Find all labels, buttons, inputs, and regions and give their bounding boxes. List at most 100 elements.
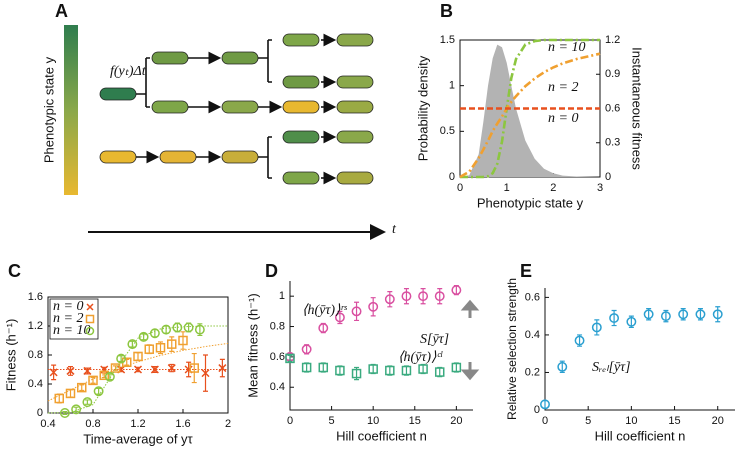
cell	[99, 87, 137, 101]
annotation: Sᵣₑₗ[ȳτ]	[592, 360, 631, 375]
y-tick-label: 1.6	[28, 291, 43, 303]
error-bar	[370, 297, 376, 317]
panel-label: A	[55, 1, 68, 21]
y-tick-label: 0	[37, 407, 43, 419]
cell	[336, 130, 374, 144]
y-tick-label: 1	[449, 80, 455, 92]
error-bar	[594, 319, 600, 336]
marker	[49, 368, 58, 377]
marker	[59, 408, 70, 418]
series-label: n = 0	[548, 111, 578, 126]
y-axis-label: Fitness (h⁻¹)	[3, 319, 18, 392]
y-tick-label: 0.5	[440, 125, 455, 137]
x-tick-label: 20	[712, 415, 724, 427]
marker	[161, 324, 172, 335]
panel-label: E	[520, 261, 532, 281]
marker	[104, 371, 115, 382]
marker	[301, 362, 312, 373]
marker	[540, 399, 550, 410]
x-tick-label: 15	[668, 415, 680, 427]
error-bar	[191, 352, 197, 384]
panel-label: B	[440, 1, 453, 21]
lineage-tree	[99, 33, 374, 185]
cell	[282, 75, 320, 89]
error-bar	[146, 344, 152, 355]
marker	[285, 353, 295, 364]
error-bar	[611, 309, 617, 327]
marker	[384, 294, 395, 305]
error-bar	[152, 329, 158, 338]
x-tick-label: 0.8	[85, 418, 100, 430]
panel-label: D	[265, 261, 278, 281]
marker	[351, 368, 362, 379]
cell	[151, 100, 189, 114]
fitness-line	[459, 52, 601, 179]
y-tick-label: 0.8	[270, 320, 285, 332]
error-bar	[56, 393, 62, 404]
cell	[221, 100, 259, 114]
branch	[258, 39, 272, 83]
series-label: n = 10	[548, 40, 585, 55]
y-tick-label: 0.4	[28, 378, 43, 390]
error-bar	[287, 354, 293, 363]
marker	[167, 364, 176, 373]
x-tick-label: 20	[450, 415, 462, 427]
error-bar	[84, 399, 90, 405]
x-tick-label: 1.2	[130, 418, 145, 430]
error-bar	[141, 333, 147, 341]
error-bar	[437, 287, 443, 305]
x-tick-label: 2	[550, 182, 556, 194]
series-label: ⟨h(ȳτ)⟩ᶜˡ	[398, 350, 443, 365]
marker	[368, 364, 378, 374]
x-axis-label: Time-average of yτ	[83, 431, 193, 446]
error-bar	[420, 363, 426, 375]
marker	[167, 339, 177, 349]
error-bar	[437, 366, 443, 378]
y-tick-label: 1.2	[28, 320, 43, 332]
y-tick-label: 1.5	[440, 34, 455, 46]
cell	[159, 150, 197, 164]
legend-label: n = 0	[53, 299, 83, 314]
marker	[110, 363, 121, 373]
y2-axis-label: Instantaneous fitness	[630, 47, 645, 170]
x-tick-label: 10	[367, 415, 379, 427]
legend-marker	[86, 303, 94, 311]
cell	[336, 33, 374, 47]
marker	[318, 362, 329, 373]
marker	[334, 312, 345, 323]
x-tick-label: 5	[585, 415, 591, 427]
error-bar	[320, 362, 326, 373]
legend-label: n = 10	[53, 323, 90, 338]
phenotype-gradient	[64, 25, 78, 195]
cell	[99, 150, 137, 164]
error-bar	[73, 406, 79, 413]
x-tick-label: 5	[329, 415, 335, 427]
legend-box	[49, 298, 99, 340]
error-bar	[107, 373, 113, 381]
error-bar	[163, 325, 169, 334]
legend-marker	[85, 326, 95, 336]
marker	[385, 365, 395, 376]
marker	[99, 370, 109, 381]
y-axis-label: Relative selection strength	[505, 278, 519, 420]
cell	[282, 130, 320, 144]
panel-label: C	[8, 261, 21, 281]
fitness-line	[460, 38, 600, 179]
marker	[82, 397, 93, 408]
y2-tick-label: 0.6	[605, 102, 620, 114]
y-tick-label: 0.8	[28, 349, 43, 361]
cell	[282, 100, 320, 114]
y-tick-label: 0	[534, 404, 540, 416]
y2-tick-label: 0	[605, 171, 611, 183]
cell	[282, 171, 320, 185]
error-bar	[403, 287, 409, 305]
error-bar	[62, 410, 68, 416]
diagram-y-label: Phenotypic state y	[41, 56, 56, 163]
error-bar	[370, 363, 376, 375]
marker	[93, 386, 104, 397]
marker	[678, 309, 689, 320]
marker	[368, 301, 379, 312]
rate-label: f(yₜ)Δt	[110, 64, 147, 79]
y-tick-label: 0.4	[525, 329, 540, 341]
y-axis-label: Mean fitness (h⁻¹)	[245, 293, 260, 397]
